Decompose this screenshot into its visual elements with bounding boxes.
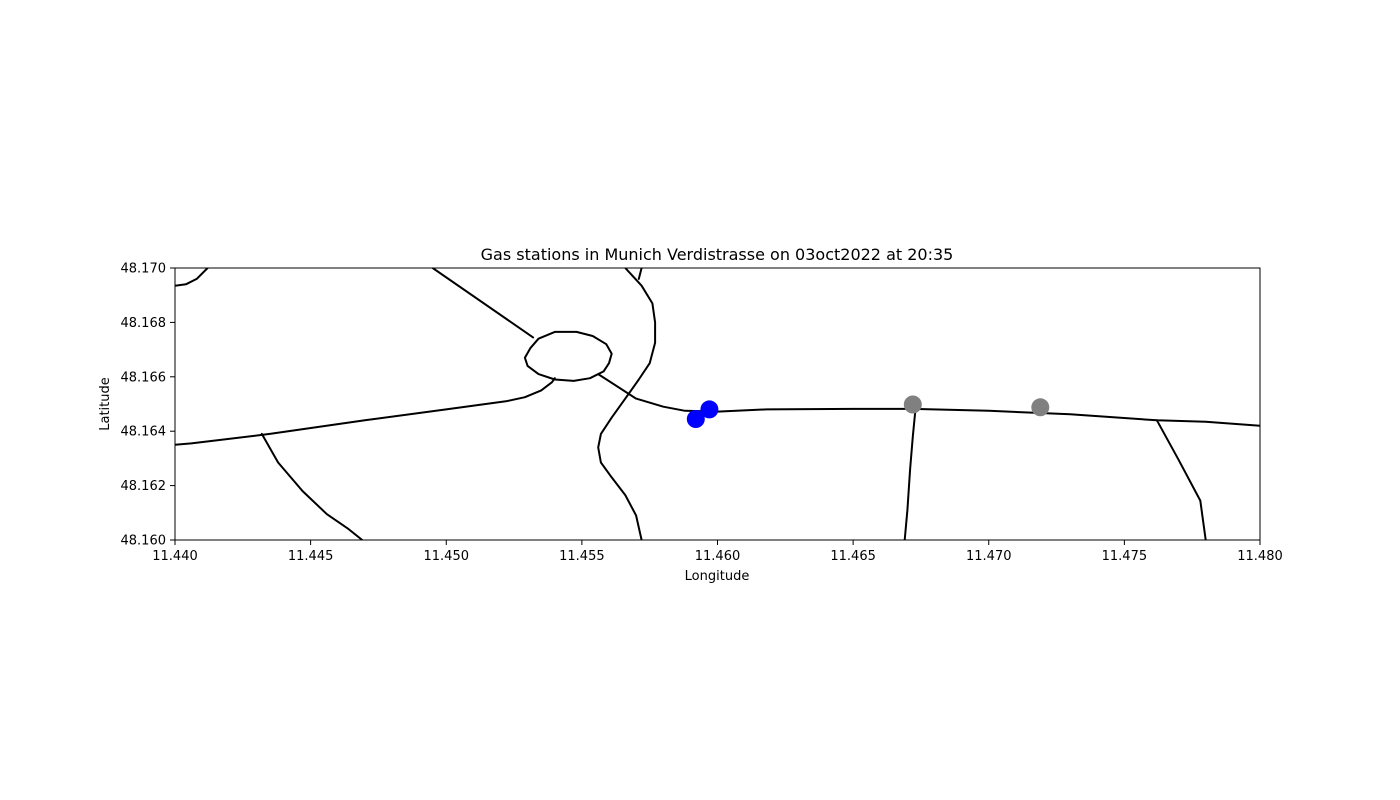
chart-title: Gas stations in Munich Verdistrasse on 0… — [481, 245, 954, 264]
y-axis-label: Latitude — [98, 377, 113, 431]
roads-layer — [175, 268, 1260, 540]
gas-station-marker[interactable] — [686, 410, 705, 428]
road-7 — [260, 432, 364, 540]
x-axis-label: Longitude — [685, 569, 750, 584]
gas-station-marker[interactable] — [903, 395, 922, 414]
x-tick-label: 11.455 — [559, 549, 605, 564]
gas-station-marker[interactable] — [700, 400, 719, 419]
x-tick-label: 11.460 — [695, 549, 741, 564]
y-tick-label: 48.160 — [121, 534, 167, 549]
x-tick-label: 11.465 — [830, 549, 876, 564]
x-tick-label: 11.475 — [1102, 549, 1148, 564]
road-9 — [1155, 419, 1207, 540]
y-tick-label: 48.166 — [121, 370, 167, 385]
road-0 — [175, 268, 209, 287]
x-tick-label: 11.480 — [1237, 549, 1283, 564]
road-3 — [637, 268, 643, 280]
y-axis-ticks: 48.160 48.162 48.164 48.166 48.168 48.170 — [121, 262, 175, 549]
stations-layer — [686, 395, 1050, 428]
y-tick-label: 48.164 — [121, 425, 167, 440]
gas-station-marker[interactable] — [1031, 398, 1050, 417]
road-2 — [597, 268, 657, 540]
road-8 — [903, 407, 917, 540]
x-tick-label: 11.450 — [424, 549, 470, 564]
x-axis-ticks: 11.440 11.445 11.450 11.455 11.460 11.465 11.4… — [152, 540, 1283, 564]
y-tick-label: 48.168 — [121, 316, 167, 331]
road-4 — [523, 330, 613, 382]
x-tick-label: 11.445 — [288, 549, 334, 564]
road-6 — [175, 377, 556, 446]
y-tick-label: 48.170 — [121, 262, 167, 277]
x-tick-label: 11.440 — [152, 549, 198, 564]
road-1 — [431, 268, 535, 339]
y-tick-label: 48.162 — [121, 479, 167, 494]
x-tick-label: 11.470 — [966, 549, 1012, 564]
plot-frame — [174, 267, 1261, 541]
